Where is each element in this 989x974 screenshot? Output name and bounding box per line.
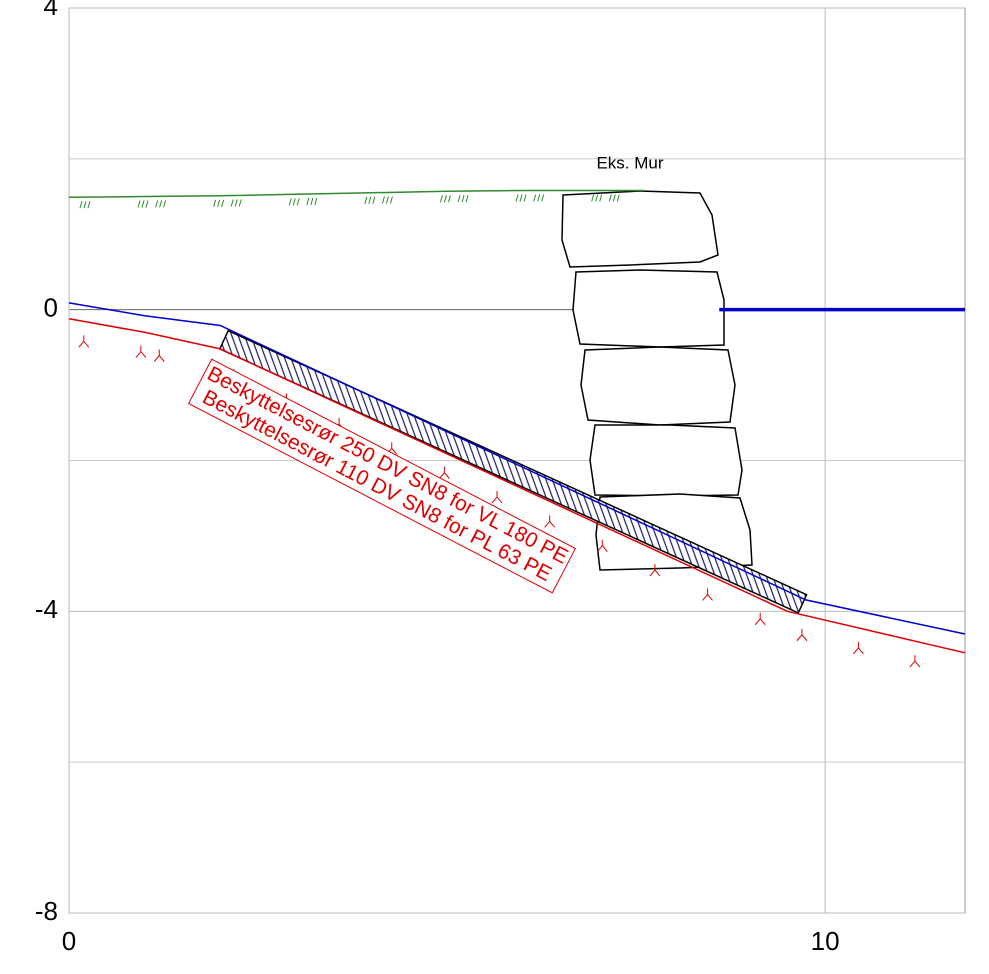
- grass-symbol: [439, 195, 451, 203]
- y-tick-label: 0: [44, 293, 58, 323]
- pipe: [218, 329, 808, 614]
- grass-symbol: [515, 194, 527, 202]
- grass-symbol: [288, 198, 300, 206]
- y-tick-label: 4: [44, 0, 58, 21]
- grass-symbol: [230, 199, 242, 207]
- wall-label: Eks. Mur: [596, 153, 663, 172]
- fill-symbol: [544, 515, 556, 528]
- line: [68, 302, 966, 635]
- fill-symbol: [853, 641, 864, 655]
- x-tick-label: 10: [811, 926, 840, 956]
- grass-symbol: [381, 196, 393, 204]
- grass-symbol: [306, 197, 318, 206]
- grass-symbol: [155, 200, 167, 208]
- grass-symbol: [533, 194, 545, 202]
- line: [68, 317, 966, 654]
- lines: [68, 189, 966, 668]
- axis-labels: 40-4-80 10: [35, 0, 840, 956]
- fill-symbol: [796, 628, 808, 642]
- fill-symbol: [649, 564, 661, 577]
- grass-symbol: [591, 194, 603, 202]
- grass-symbol: [79, 201, 91, 209]
- x-tick-label: 0: [62, 926, 76, 956]
- grid: [68, 7, 965, 914]
- fill-symbol: [153, 349, 165, 362]
- grass-symbol: [364, 196, 376, 204]
- wall: [561, 190, 753, 571]
- y-tick-label: -4: [35, 594, 58, 624]
- grass-symbol: [137, 200, 149, 208]
- y-tick-label: -8: [35, 896, 58, 926]
- fill-symbol: [909, 655, 921, 668]
- fill-symbol: [491, 490, 503, 504]
- fill-symbol: [702, 588, 713, 601]
- grass-symbol: [608, 194, 620, 202]
- fill-symbol: [135, 345, 147, 358]
- grass-symbol: [213, 199, 225, 207]
- fill-symbol: [596, 539, 608, 553]
- grass-symbol: [457, 194, 469, 203]
- line: [68, 189, 644, 199]
- fill-symbol: [754, 612, 766, 626]
- fill-symbol: [78, 335, 90, 348]
- note-box: [187, 358, 577, 594]
- fill-symbol: [438, 466, 450, 479]
